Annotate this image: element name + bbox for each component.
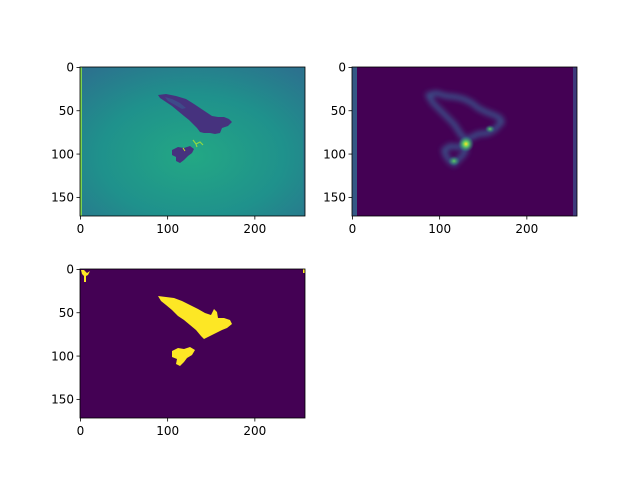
x-tick-label: 200 [243,222,266,236]
image-edges-left-edge-response [352,67,357,216]
y-tick-label: 150 [323,191,346,205]
image-mask-large-bird [158,296,232,339]
image-original-left-edge-stripe [80,67,82,216]
y-tick-label: 0 [338,61,346,75]
panel-segmentation-mask: 0 100 200 0 50 100 150 [51,263,306,438]
image-mask-small-bird [172,347,195,366]
image-original-small-bird-highlight [182,147,186,152]
x-tick-label: 100 [156,222,179,236]
image-edges-warm-spot [448,156,460,166]
y-tick-label: 50 [59,104,74,118]
x-tick-label: 100 [428,222,451,236]
image-mask-corner-artifact [81,270,90,282]
y-tick-label: 100 [51,349,74,363]
y-tick-label: 150 [51,393,74,407]
y-tick-label: 50 [59,306,74,320]
image-original-background [80,67,305,216]
image-edges-right-edge-response [573,67,577,216]
y-tick-label: 50 [331,104,346,118]
axes-frame-original [79,66,306,217]
image-edges-large-bird-contour [425,90,505,143]
image-original-small-bird [172,146,194,163]
image-original-talons [192,139,204,148]
panel-edge-response: 0 100 200 0 50 100 150 [323,61,578,236]
x-tick-label: 0 [77,222,85,236]
y-tick-label: 150 [51,191,74,205]
image-original-large-bird-wing [165,97,186,109]
y-tick-label: 0 [66,263,74,277]
image-edges-warm-spot-2 [485,125,495,133]
y-tick-label: 0 [66,61,74,75]
image-original-right-edge-stripe [303,67,305,216]
x-tick-label: 200 [243,424,266,438]
axes-frame-edges [351,66,578,217]
y-tick-label: 100 [323,147,346,161]
image-edges-hot-spot [458,136,474,152]
image-mask-right-edge-artifact [303,269,305,273]
y-tick-label: 100 [51,147,74,161]
axes-frame-mask [79,268,306,419]
x-tick-label: 100 [156,424,179,438]
x-tick-label: 200 [515,222,538,236]
panel-original-image: 0 100 200 0 50 100 150 [51,61,306,236]
image-mask-background [80,269,305,418]
x-tick-label: 0 [349,222,357,236]
x-tick-label: 0 [77,424,85,438]
